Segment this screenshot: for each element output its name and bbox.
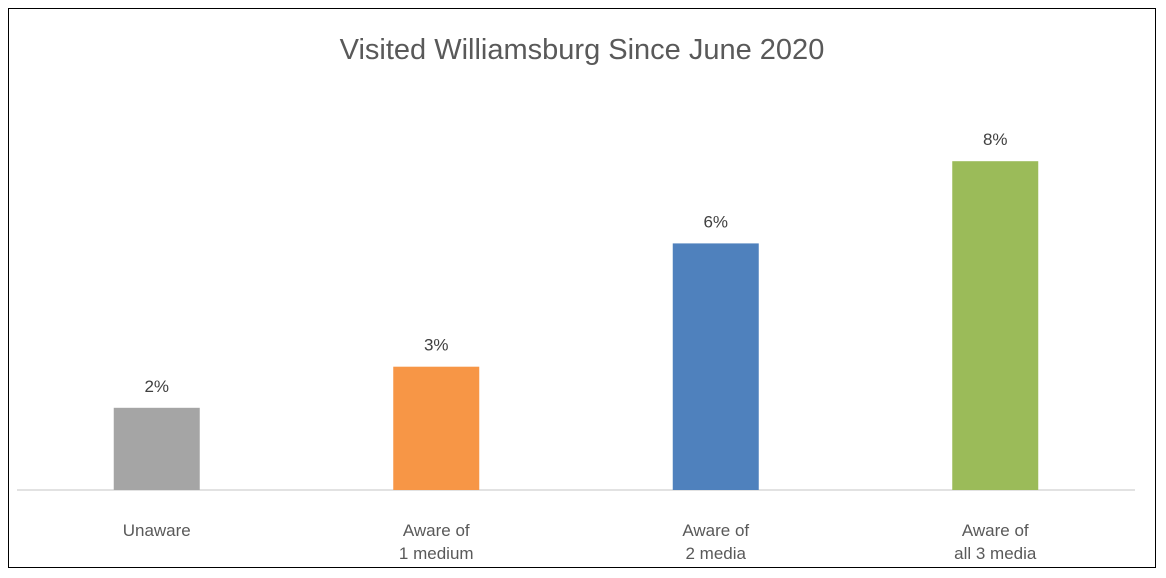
bar-0 [113,407,200,490]
chart-title: Visited Williamsburg Since June 2020 [340,34,825,66]
chart-frame: Visited Williamsburg Since June 2020 2% U… [8,8,1156,568]
category-label-2-line-0: Aware of [682,521,749,540]
data-label-2: 6% [703,212,728,231]
bar-1 [393,366,480,490]
category-label-3-line-1: all 3 media [954,544,1037,563]
plot-area: 2% Unaware 3% Aware of 1 medium 6% Aware of 2 m… [17,130,1135,563]
data-label-3: 8% [983,130,1008,149]
category-label-1-line-1: 1 medium [399,544,474,563]
category-label-3-line-0: Aware of [962,521,1029,540]
data-label-0: 2% [144,377,169,396]
bar-2 [672,243,759,490]
bar-3 [952,161,1039,490]
data-label-1: 3% [424,336,449,355]
bar-chart: Visited Williamsburg Since June 2020 2% U… [17,34,1135,563]
category-label-2-line-1: 2 media [686,544,747,563]
category-label-0: Unaware [123,521,191,540]
category-label-1-line-0: Aware of [403,521,470,540]
